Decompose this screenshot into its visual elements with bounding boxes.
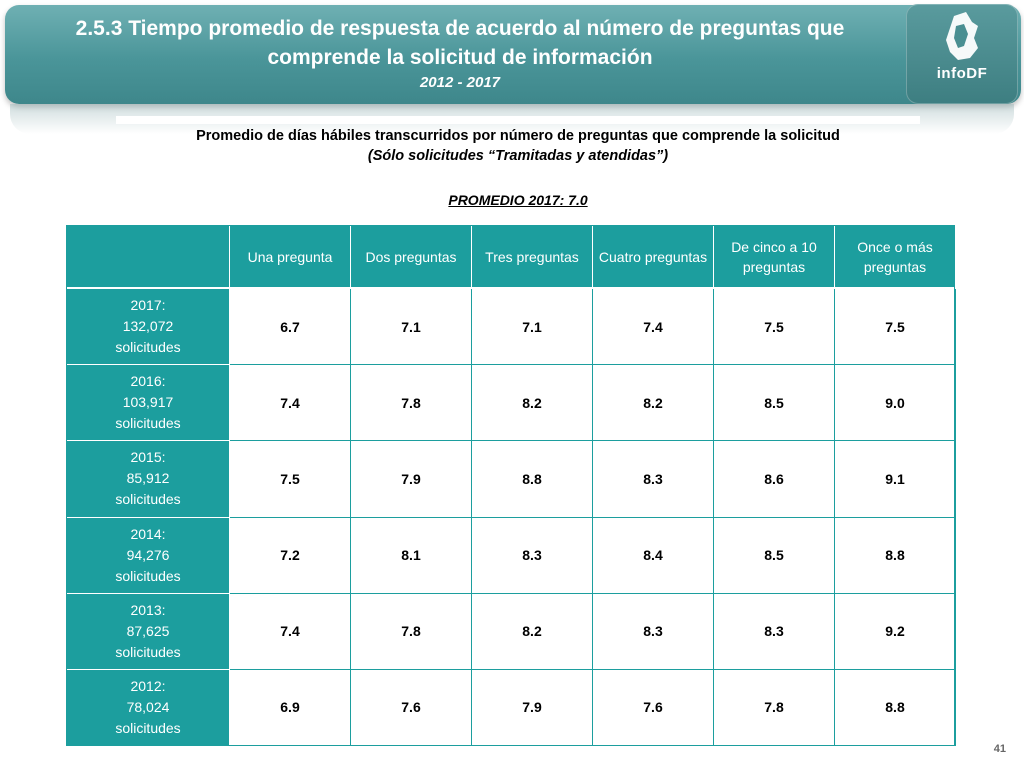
col-header: Dos preguntas	[350, 225, 472, 289]
row-header-count: 103,917	[122, 394, 174, 411]
row-header-count: 94,276	[126, 546, 170, 563]
table-cell: 9.0	[834, 364, 956, 442]
table-cell: 9.2	[834, 592, 956, 670]
table-cell: 7.6	[592, 668, 714, 747]
table-cell: 6.7	[229, 287, 351, 366]
table-cell: 7.1	[350, 287, 472, 366]
table-row: 2015: 85,912 solicitudes 7.5 7.9 8.8 8.3 8.6 9.1	[66, 440, 956, 518]
table-cell: 7.5	[229, 440, 351, 518]
table-cell: 7.8	[350, 364, 472, 442]
table-cell: 8.2	[592, 364, 714, 442]
table-cell: 8.4	[592, 516, 714, 594]
logo-text: infoDF	[936, 65, 988, 82]
table-row: 2016: 103,917 solicitudes 7.4 7.8 8.2 8.2 8.5 9.…	[66, 364, 956, 442]
col-header: Once o más preguntas	[834, 225, 956, 289]
table-cell: 7.4	[229, 364, 351, 442]
row-header-unit: solicitudes	[115, 339, 181, 356]
response-time-table: Una pregunta Dos preguntas Tres pregunta…	[66, 225, 956, 747]
table-cell: 6.9	[229, 668, 351, 747]
col-header: Cuatro preguntas	[592, 225, 714, 289]
title-text: 2.5.3 Tiempo promedio de respuesta de ac…	[75, 17, 845, 69]
title-years: 2012 - 2017	[419, 74, 501, 91]
table-cell: 7.9	[350, 440, 472, 518]
table-cell: 7.4	[592, 287, 714, 366]
title-banner	[5, 5, 1021, 104]
table-cell: 7.8	[350, 592, 472, 670]
row-header-unit: solicitudes	[115, 415, 181, 432]
page-title: 2.5.3 Tiempo promedio de respuesta de ac…	[20, 14, 900, 94]
table-cell: 9.1	[834, 440, 956, 518]
row-header-unit: solicitudes	[115, 719, 181, 736]
row-header-unit: solicitudes	[115, 567, 181, 584]
row-header: 2012: 78,024 solicitudes	[66, 668, 230, 747]
col-header: De cinco a 10 preguntas	[713, 225, 835, 289]
subtitle-main: Promedio de días hábiles transcurridos p…	[196, 128, 840, 144]
table-cell: 8.1	[350, 516, 472, 594]
table-cell: 7.6	[350, 668, 472, 747]
table-row: 2013: 87,625 solicitudes 7.4 7.8 8.2 8.3 8.3 9.2	[66, 592, 956, 670]
table-cell: 7.8	[713, 668, 835, 747]
header-corner	[66, 225, 230, 289]
table-cell: 8.2	[471, 592, 593, 670]
table-cell: 8.3	[471, 516, 593, 594]
row-header: 2016: 103,917 solicitudes	[66, 364, 230, 442]
city-emblem-icon	[946, 12, 978, 60]
row-header-year: 2017:	[130, 297, 166, 314]
table-subtitle: Promedio de días hábiles transcurridos p…	[116, 126, 920, 166]
table-cell: 8.3	[592, 592, 714, 670]
table-cell: 8.2	[471, 364, 593, 442]
row-header: 2015: 85,912 solicitudes	[66, 440, 230, 518]
row-header-count: 87,625	[126, 622, 170, 639]
subtitle-note: (Sólo solicitudes “Tramitadas y atendida…	[367, 148, 669, 164]
infodf-logo: infoDF	[906, 4, 1018, 104]
table-cell: 7.4	[229, 592, 351, 670]
row-header-year: 2012:	[130, 677, 166, 694]
row-header-unit: solicitudes	[115, 491, 181, 508]
table-cell: 8.3	[592, 440, 714, 518]
table-cell: 8.8	[834, 668, 956, 747]
divider-bar	[116, 116, 920, 124]
table-row: 2014: 94,276 solicitudes 7.2 8.1 8.3 8.4 8.5 8.8	[66, 516, 956, 594]
row-header: 2014: 94,276 solicitudes	[66, 516, 230, 594]
table-row: 2012: 78,024 solicitudes 6.9 7.6 7.9 7.6 7.8 8.8	[66, 668, 956, 747]
row-header-count: 85,912	[126, 470, 170, 487]
table-cell: 7.1	[471, 287, 593, 366]
row-header-year: 2014:	[130, 525, 166, 542]
row-header-year: 2016:	[130, 373, 166, 390]
table-row: 2017: 132,072 solicitudes 6.7 7.1 7.1 7.4 7.5 7.…	[66, 287, 956, 366]
table-cell: 8.3	[713, 592, 835, 670]
table-cell: 7.5	[834, 287, 956, 366]
row-header-unit: solicitudes	[115, 643, 181, 660]
row-header: 2017: 132,072 solicitudes	[66, 287, 230, 366]
table-cell: 8.6	[713, 440, 835, 518]
row-header-count: 132,072	[122, 318, 174, 335]
table-cell: 7.5	[713, 287, 835, 366]
table-header-row: Una pregunta Dos preguntas Tres pregunta…	[66, 225, 956, 289]
col-header: Una pregunta	[229, 225, 351, 289]
table-cell: 8.5	[713, 516, 835, 594]
table-cell: 8.8	[834, 516, 956, 594]
table-cell: 7.9	[471, 668, 593, 747]
table-cell: 8.5	[713, 364, 835, 442]
row-header-year: 2013:	[130, 601, 166, 618]
col-header: Tres preguntas	[471, 225, 593, 289]
row-header-year: 2015:	[130, 449, 166, 466]
table-cell: 7.2	[229, 516, 351, 594]
row-header-count: 78,024	[126, 698, 170, 715]
page-number: 41	[993, 743, 1006, 755]
table-cell: 8.8	[471, 440, 593, 518]
row-header: 2013: 87,625 solicitudes	[66, 592, 230, 670]
promedio-label: PROMEDIO 2017: 7.0	[448, 192, 588, 208]
